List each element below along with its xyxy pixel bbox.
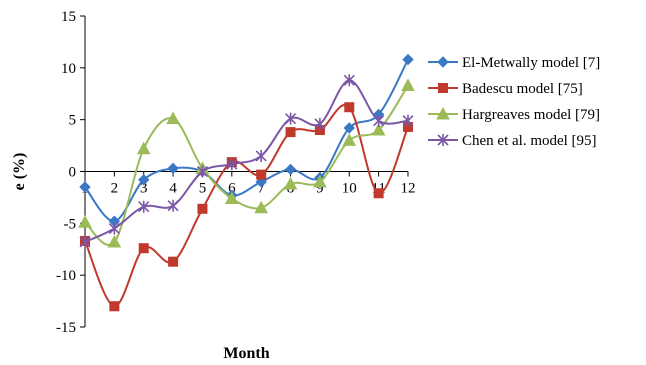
legend: El-Metwally model [7] Badescu model [75] H… [428, 55, 600, 149]
data-point [109, 301, 120, 312]
series-line [84, 84, 409, 246]
x-tick-label: 6 [228, 181, 236, 197]
series-line [84, 79, 409, 243]
x-tick-label: 3 [140, 181, 148, 197]
data-point [138, 200, 150, 213]
tick-labels: -15-10-5051015123456789101112 [56, 9, 416, 336]
data-point [168, 256, 179, 267]
data-point [166, 111, 180, 125]
legend-item: Hargreaves model [79] [428, 106, 600, 123]
data-point [283, 176, 298, 190]
data-point [343, 74, 355, 87]
y-tick-label: 15 [61, 9, 76, 25]
data-point [402, 114, 414, 127]
series-line [84, 59, 409, 223]
data-point [343, 122, 355, 134]
data-point [255, 149, 267, 162]
data-point [284, 163, 297, 176]
data-point [197, 203, 208, 214]
legend-item: Chen et al. model [95] [428, 133, 597, 149]
series-group [78, 53, 415, 312]
data-point [373, 114, 385, 127]
legend-marker [438, 83, 448, 93]
series-3 [78, 78, 415, 248]
data-point [254, 200, 269, 214]
legend-marker [437, 134, 449, 146]
data-point [402, 53, 414, 66]
data-point [285, 127, 296, 138]
data-point [78, 215, 92, 228]
legend-marker [437, 56, 449, 68]
data-point [107, 234, 122, 248]
data-point [284, 112, 297, 125]
legend-item: Badescu model [75] [428, 81, 583, 97]
x-tick-label: 10 [342, 181, 357, 197]
data-point [342, 133, 357, 146]
y-axis-label: e (%) [11, 153, 28, 191]
y-tick-label: -5 [64, 216, 77, 232]
y-tick-label: 10 [61, 61, 76, 77]
data-point [196, 165, 209, 178]
legend-item: El-Metwally model [7] [428, 55, 600, 71]
y-tick-label: -10 [56, 268, 76, 284]
data-point [167, 162, 179, 175]
x-tick-label: 5 [199, 181, 207, 197]
y-tick-label: 5 [69, 113, 77, 129]
legend-label: Chen et al. model [95] [462, 133, 597, 149]
series-4 [79, 74, 414, 248]
y-tick-label: -15 [56, 320, 76, 336]
x-tick-label: 2 [111, 181, 119, 197]
x-tick-label: 12 [401, 181, 416, 197]
x-tick-label: 4 [169, 181, 177, 197]
data-point [313, 174, 327, 188]
data-point [226, 158, 238, 171]
series-line [84, 104, 409, 308]
data-point [344, 102, 355, 113]
data-point [79, 181, 91, 193]
data-point [371, 122, 386, 136]
legend-label: Badescu model [75] [462, 81, 583, 97]
legend-label: Hargreaves model [79] [462, 107, 600, 123]
series-1 [79, 53, 414, 227]
x-tick-label: 7 [257, 181, 265, 197]
x-tick-label: 9 [316, 181, 324, 197]
data-point [401, 78, 415, 91]
data-point [108, 222, 120, 235]
data-point [138, 174, 150, 186]
data-point [373, 188, 384, 199]
data-point [79, 235, 91, 248]
data-point [136, 141, 151, 155]
legend-marker [436, 106, 450, 120]
data-point [256, 169, 267, 180]
data-point [224, 191, 239, 204]
data-point [138, 243, 149, 254]
data-point [314, 117, 326, 130]
legend-label: El-Metwally model [7] [462, 55, 600, 71]
y-tick-label: 0 [69, 165, 77, 181]
data-point [167, 199, 179, 212]
x-axis-label: Month [223, 345, 269, 362]
